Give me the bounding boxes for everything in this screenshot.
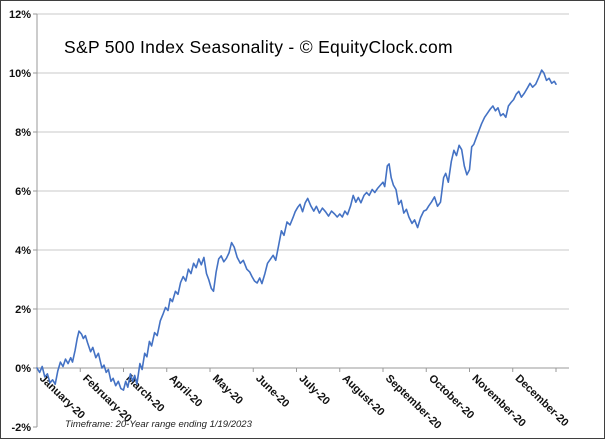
svg-text:July-20: July-20: [296, 373, 332, 408]
svg-text:June-20: June-20: [253, 373, 291, 411]
svg-text:2%: 2%: [15, 304, 31, 316]
seasonality-line: [36, 69, 557, 391]
svg-text:August-20: August-20: [340, 373, 387, 419]
svg-text:10%: 10%: [9, 68, 31, 80]
svg-text:-2%: -2%: [11, 422, 31, 434]
svg-text:8%: 8%: [15, 127, 31, 139]
svg-text:May-20: May-20: [210, 373, 245, 408]
axes: [33, 13, 569, 428]
svg-text:12%: 12%: [9, 9, 31, 21]
gridlines: [37, 13, 569, 310]
y-axis-labels: 12% 10% 8% 6% 4% 2% 0% -2%: [9, 9, 31, 434]
svg-text:6%: 6%: [15, 186, 31, 198]
svg-text:January-20: January-20: [37, 373, 87, 422]
svg-text:April-20: April-20: [167, 373, 205, 410]
svg-text:0%: 0%: [15, 363, 31, 375]
chart-title: S&P 500 Index Seasonality - © EquityCloc…: [64, 37, 453, 57]
timeframe-note: Timeframe: 20-Year range ending 1/19/202…: [65, 419, 252, 430]
svg-text:4%: 4%: [15, 245, 31, 257]
